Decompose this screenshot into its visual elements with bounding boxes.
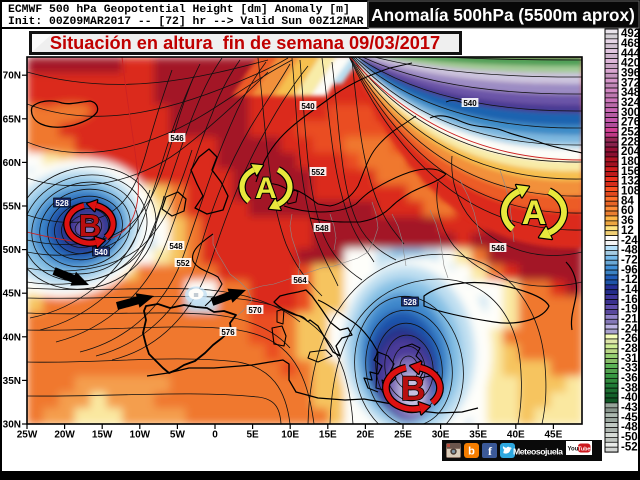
svg-text:b: b: [468, 446, 475, 458]
svg-text:15E: 15E: [319, 430, 337, 441]
svg-text:228: 228: [621, 136, 640, 148]
svg-text:-48: -48: [621, 245, 638, 257]
svg-text:B: B: [401, 370, 426, 408]
svg-text:ECMWF 500 hPa Geopotential Hei: ECMWF 500 hPa Geopotential Height [dm] A…: [8, 4, 350, 16]
svg-text:40N: 40N: [3, 332, 21, 343]
svg-text:528: 528: [55, 199, 69, 208]
svg-text:-504: -504: [621, 432, 640, 444]
svg-text:60: 60: [621, 205, 634, 217]
svg-text:36: 36: [621, 215, 634, 227]
svg-text:552: 552: [311, 168, 325, 177]
svg-text:546: 546: [170, 134, 184, 143]
svg-text:45E: 45E: [545, 430, 563, 441]
svg-text:-96: -96: [621, 264, 638, 276]
svg-text:f: f: [488, 444, 493, 458]
svg-text:35E: 35E: [469, 430, 487, 441]
svg-text:20E: 20E: [357, 430, 375, 441]
svg-text:Situación en altura fin de se: Situación en altura fin de semana 09/03/…: [50, 33, 440, 53]
svg-text:Anomalía 500hPa (5500m aprox): Anomalía 500hPa (5500m aprox): [371, 5, 635, 25]
svg-text:570: 570: [248, 306, 262, 315]
svg-text:25E: 25E: [394, 430, 412, 441]
svg-text:-432: -432: [621, 402, 640, 414]
svg-text:444: 444: [621, 48, 640, 60]
svg-text:564: 564: [293, 276, 307, 285]
svg-text:-360: -360: [621, 373, 640, 385]
svg-text:552: 552: [176, 259, 190, 268]
svg-text:372: 372: [621, 77, 640, 89]
svg-text:45N: 45N: [3, 289, 21, 300]
svg-text:108: 108: [621, 186, 640, 198]
svg-text:348: 348: [621, 87, 640, 99]
svg-text:576: 576: [221, 328, 235, 337]
svg-text:12: 12: [621, 225, 634, 237]
svg-text:-288: -288: [621, 343, 640, 355]
svg-text:-216: -216: [621, 314, 640, 326]
svg-text:You: You: [568, 447, 579, 453]
svg-text:-480: -480: [621, 422, 640, 434]
svg-text:25W: 25W: [17, 430, 38, 441]
svg-text:55N: 55N: [3, 202, 21, 213]
svg-text:-120: -120: [621, 274, 640, 286]
svg-text:-144: -144: [621, 284, 640, 296]
svg-text:540: 540: [301, 102, 315, 111]
svg-text:84: 84: [621, 195, 634, 207]
svg-text:180: 180: [621, 156, 640, 168]
svg-text:-264: -264: [621, 333, 640, 345]
svg-text:≣: ≣: [193, 290, 199, 299]
svg-text:324: 324: [621, 97, 640, 109]
svg-text:-456: -456: [621, 412, 640, 424]
svg-text:420: 420: [621, 58, 640, 70]
svg-text:396: 396: [621, 68, 640, 80]
svg-text:30N: 30N: [3, 420, 21, 431]
svg-text:-240: -240: [621, 323, 640, 335]
svg-text:40E: 40E: [507, 430, 525, 441]
svg-text:300: 300: [621, 107, 640, 119]
svg-text:-72: -72: [621, 254, 638, 266]
svg-text:10W: 10W: [130, 430, 151, 441]
svg-text:30E: 30E: [432, 430, 450, 441]
svg-text:-192: -192: [621, 304, 640, 316]
svg-text:546: 546: [491, 244, 505, 253]
svg-text:-312: -312: [621, 353, 640, 365]
svg-text:132: 132: [621, 176, 640, 188]
svg-text:Init: 00Z09MAR2017 -- [72] hr: Init: 00Z09MAR2017 -- [72] hr --> Valid …: [8, 16, 364, 28]
svg-text:540: 540: [463, 99, 477, 108]
svg-text:540: 540: [94, 248, 108, 257]
svg-text:-24: -24: [621, 235, 638, 247]
svg-text:0: 0: [212, 430, 218, 441]
svg-text:5E: 5E: [246, 430, 259, 441]
svg-text:-336: -336: [621, 363, 640, 375]
svg-text:252: 252: [621, 127, 640, 139]
svg-text:468: 468: [621, 38, 640, 50]
svg-text:Tube: Tube: [578, 446, 590, 452]
svg-text:50N: 50N: [3, 245, 21, 256]
svg-text:156: 156: [621, 166, 640, 178]
svg-text:-384: -384: [621, 382, 640, 394]
svg-text:A: A: [255, 172, 277, 205]
svg-text:492: 492: [621, 28, 640, 40]
svg-text:276: 276: [621, 117, 640, 129]
svg-text:-408: -408: [621, 392, 640, 404]
svg-text:A: A: [522, 194, 547, 232]
svg-text:60N: 60N: [3, 158, 21, 169]
svg-text:B: B: [79, 208, 101, 243]
svg-text:-168: -168: [621, 294, 640, 306]
svg-text:548: 548: [169, 242, 183, 251]
svg-text:Meteosojuela: Meteosojuela: [513, 447, 563, 457]
svg-text:35N: 35N: [3, 376, 21, 387]
svg-text:15W: 15W: [92, 430, 113, 441]
svg-text:10E: 10E: [281, 430, 299, 441]
svg-text:528: 528: [403, 298, 417, 307]
svg-text:5W: 5W: [170, 430, 186, 441]
svg-text:548: 548: [315, 224, 329, 233]
svg-text:20W: 20W: [54, 430, 75, 441]
svg-text:65N: 65N: [3, 114, 21, 125]
svg-text:-528: -528: [621, 441, 640, 453]
svg-text:70N: 70N: [3, 71, 21, 82]
svg-text:204: 204: [621, 146, 640, 158]
